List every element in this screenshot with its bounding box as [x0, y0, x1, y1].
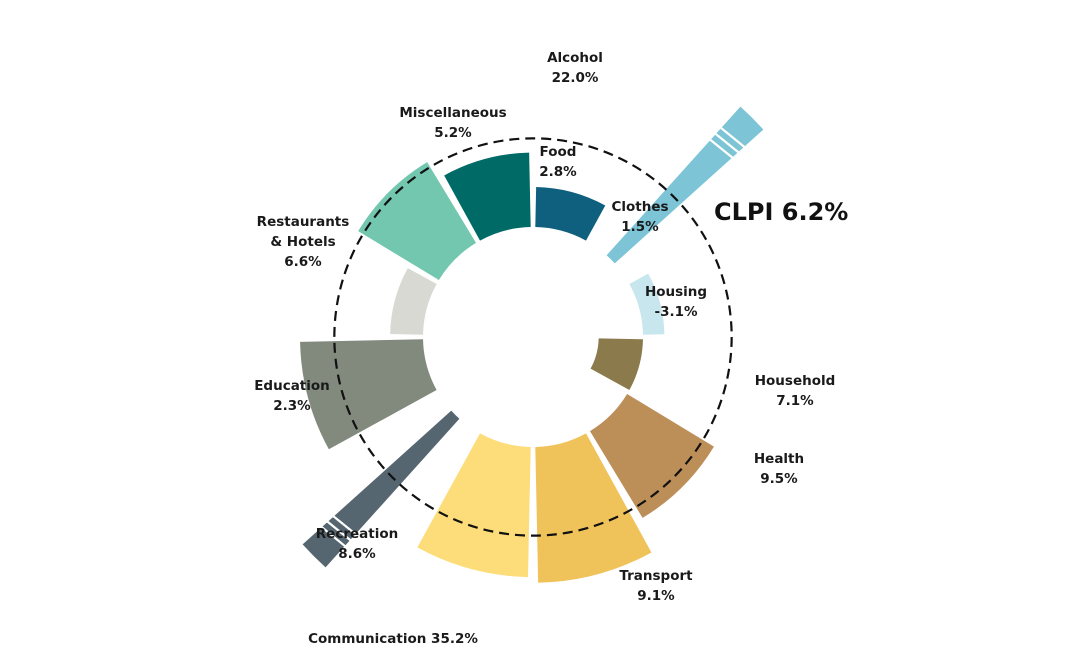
bar-alcohol: [606, 106, 764, 264]
break-mark-communication-1: [323, 517, 355, 544]
label-miscellaneous-1: Miscellaneous: [399, 105, 506, 121]
label-restaurants-hotels-1: Restaurants: [257, 214, 350, 230]
break-mark-alcohol-1: [711, 130, 743, 157]
break-mark-communication-2: [317, 523, 350, 550]
bar-transport: [417, 433, 531, 578]
label-education-1: Education: [254, 378, 330, 394]
bar-clothes: [629, 273, 665, 335]
bar-communication: [302, 410, 460, 568]
label-clothes-1: Clothes: [611, 199, 668, 215]
bar-health: [535, 433, 652, 583]
label-restaurants-hotels-3: 6.6%: [284, 254, 322, 270]
label-alcohol-2: 22.0%: [552, 70, 599, 86]
label-miscellaneous-2: 5.2%: [434, 125, 472, 141]
label-alcohol-1: Alcohol: [547, 50, 603, 66]
break-mark-alcohol-0: [706, 136, 737, 162]
bar-household: [589, 393, 714, 518]
label-transport-2: 9.1%: [637, 588, 675, 604]
label-housing-1: Housing: [645, 284, 707, 300]
label-health-2: 9.5%: [760, 471, 798, 487]
label-housing-2: -3.1%: [654, 304, 698, 320]
bar-housing: [590, 338, 643, 390]
bar-food: [535, 186, 606, 241]
label-clothes-2: 1.5%: [621, 219, 659, 235]
label-education-2: 2.3%: [273, 398, 311, 414]
label-health-1: Health: [754, 451, 804, 467]
label-recreation-2: 8.6%: [338, 546, 376, 562]
bar-miscellaneous: [444, 152, 531, 241]
label-communication-1: Communication 35.2%: [308, 631, 478, 647]
chart-marks: [300, 106, 764, 583]
bar-education: [390, 268, 437, 335]
label-household-2: 7.1%: [776, 393, 814, 409]
break-mark-communication-0: [329, 512, 360, 538]
clpi-reference-circle: [333, 137, 733, 537]
break-mark-alcohol-2: [716, 124, 749, 151]
label-food-1: Food: [540, 144, 577, 160]
chart-labels: Food 2.8% Alcohol 22.0% Clothes 1.5% Housing -3…: [254, 50, 835, 647]
label-household-1: Household: [755, 373, 836, 389]
label-restaurants-hotels-2: & Hotels: [270, 234, 335, 250]
bar-recreation: [300, 339, 437, 450]
label-recreation-1: Recreation: [316, 526, 398, 542]
headline-label: CLPI 6.2%: [714, 198, 848, 226]
bar-restaurants-hotels: [358, 162, 477, 281]
label-food-2: 2.8%: [539, 164, 577, 180]
label-transport-1: Transport: [619, 568, 693, 584]
